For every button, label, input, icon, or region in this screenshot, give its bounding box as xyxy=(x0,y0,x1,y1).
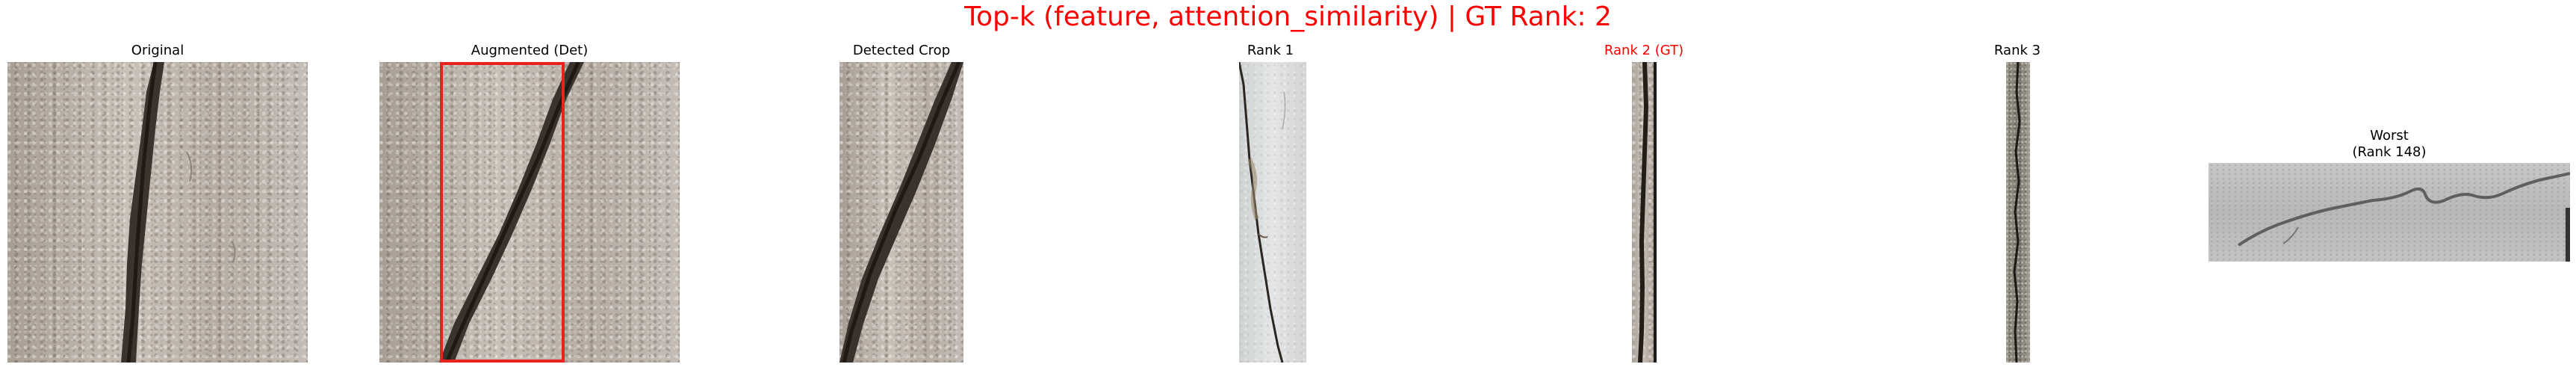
crack-image-rank1 xyxy=(1239,62,1306,363)
crack-image-augmented xyxy=(379,62,680,363)
panel-title-rank3: Rank 3 xyxy=(1993,43,2041,58)
crack-image-worst xyxy=(2209,163,2570,262)
crack-image-rank2 xyxy=(1632,62,1657,363)
crack-image-crop xyxy=(839,62,963,363)
panel-title-rank1: Rank 1 xyxy=(1247,43,1294,58)
panel-title-rank2: Rank 2 (GT) xyxy=(1604,43,1684,58)
figure-title: Top-k (feature, attention_similarity) | … xyxy=(964,1,1612,32)
panel-title-worst: Worst (Rank 148) xyxy=(2209,128,2570,161)
crack-image-rank3 xyxy=(2006,62,2030,363)
panel-title-detected: Detected Crop xyxy=(852,43,951,58)
worst-title-line1: Worst xyxy=(2370,128,2409,144)
panel-title-original: Original xyxy=(131,43,184,58)
worst-title-line2: (Rank 148) xyxy=(2352,144,2427,160)
panel-title-augmented: Augmented (Det) xyxy=(471,43,589,58)
detection-box xyxy=(440,62,565,363)
crack-image-original xyxy=(7,62,308,363)
